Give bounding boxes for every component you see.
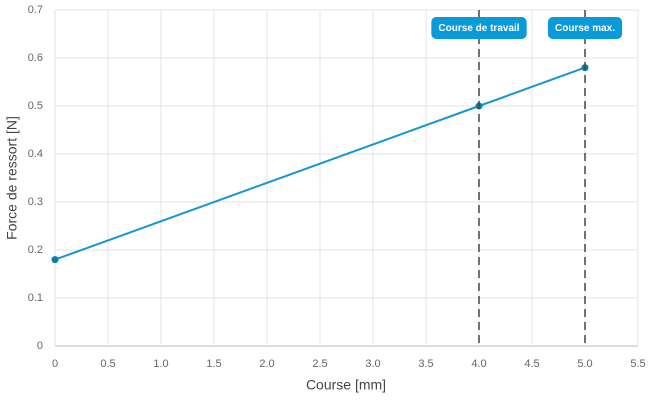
x-tick-label: 4.0	[471, 358, 486, 370]
annotation-box	[431, 17, 527, 39]
y-tick-label: 0.7	[28, 4, 43, 16]
y-tick-label: 0.5	[28, 100, 43, 112]
x-tick-label: 5.5	[630, 358, 645, 370]
y-tick-label: 0.3	[28, 196, 43, 208]
x-tick-label: 3.0	[365, 358, 380, 370]
x-tick-label: 1.0	[153, 358, 168, 370]
annotation-label: Course max.	[555, 23, 615, 34]
annotation-box	[547, 17, 623, 39]
x-tick-label: 3.5	[418, 358, 433, 370]
point	[51, 256, 59, 264]
y-tick-label: 0.4	[28, 148, 43, 160]
y-tick-label: 0.1	[28, 292, 43, 304]
x-tick-label: 2.5	[312, 358, 327, 370]
annotation-label: Course de travail	[438, 23, 519, 34]
x-tick-label: 2.0	[259, 358, 274, 370]
x-tick-label: 4.5	[524, 358, 539, 370]
y-tick-label: 0	[37, 340, 43, 352]
y-tick-label: 0.6	[28, 52, 43, 64]
x-tick-label: 5.0	[577, 358, 592, 370]
x-axis-title: Course [mm]	[306, 377, 386, 393]
x-tick-label: 1.5	[206, 358, 221, 370]
x-tick-label: 0	[52, 358, 58, 370]
y-axis-title: Force de ressort [N]	[4, 116, 20, 240]
y-tick-label: 0.2	[28, 244, 43, 256]
x-tick-label: 0.5	[100, 358, 115, 370]
